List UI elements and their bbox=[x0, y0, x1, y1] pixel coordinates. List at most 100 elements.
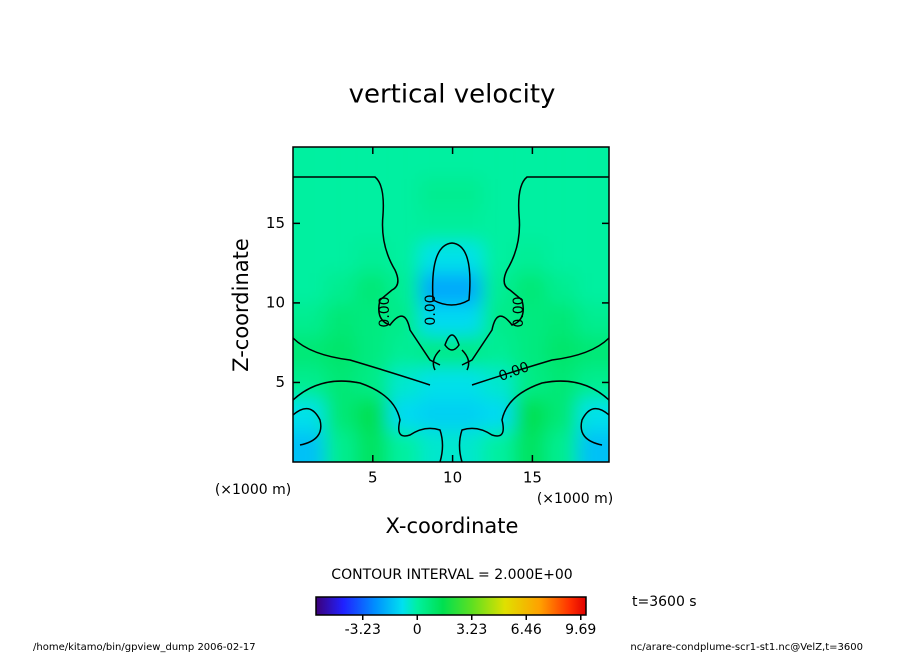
heatmap-cell bbox=[293, 367, 325, 399]
heatmap-cell bbox=[482, 304, 515, 336]
colorbar-tick-label: 6.46 bbox=[511, 622, 542, 638]
plot-frame bbox=[292, 146, 610, 463]
heatmap-cell bbox=[387, 241, 420, 273]
heatmap-cell bbox=[482, 430, 515, 462]
heatmap-cell bbox=[387, 430, 420, 462]
contour-interval: CONTOUR INTERVAL = 2.000E+00 bbox=[331, 567, 572, 583]
heatmap-cell bbox=[419, 241, 451, 273]
colorbar-tick-label: 9.69 bbox=[565, 622, 596, 638]
x-tick-label: 15 bbox=[523, 469, 542, 487]
heatmap-cell bbox=[419, 147, 451, 179]
heatmap-cell bbox=[324, 178, 357, 210]
heatmap-cell bbox=[324, 210, 357, 242]
heatmap-cell bbox=[545, 367, 578, 399]
heatmap-cell bbox=[514, 336, 546, 368]
heatmap-cell bbox=[545, 147, 578, 179]
heatmap bbox=[293, 147, 609, 462]
heatmap-cell bbox=[387, 178, 420, 210]
heatmap-cell bbox=[419, 399, 451, 431]
heatmap-cell bbox=[577, 210, 609, 242]
contour-line bbox=[293, 176, 441, 366]
heatmap-cell bbox=[324, 241, 357, 273]
x-tick-label: 10 bbox=[443, 469, 462, 487]
contour-line bbox=[293, 337, 609, 386]
heatmap-cell bbox=[419, 178, 451, 210]
heatmap-cell bbox=[545, 273, 578, 305]
heatmap-cell bbox=[482, 336, 515, 368]
heatmap-cell bbox=[514, 273, 546, 305]
x-unit: (×1000 m) bbox=[537, 491, 613, 507]
contour-line bbox=[431, 242, 471, 306]
x-axis-label: X-coordinate bbox=[386, 514, 519, 538]
heatmap-cell bbox=[324, 304, 357, 336]
colorbar-tick-label: 3.23 bbox=[456, 622, 487, 638]
footer-right: nc/arare-condplume-scr1-st1.nc@VelZ,t=36… bbox=[630, 642, 863, 653]
contours bbox=[293, 176, 609, 462]
heatmap-cell bbox=[419, 304, 451, 336]
heatmap-cell bbox=[324, 336, 357, 368]
heatmap-cell bbox=[387, 147, 420, 179]
heatmap-cell bbox=[451, 147, 483, 179]
heatmap-cell bbox=[419, 430, 451, 462]
heatmap-cell bbox=[545, 336, 578, 368]
x-tick-label: 5 bbox=[368, 469, 378, 487]
heatmap-cell bbox=[451, 178, 483, 210]
heatmap-cell bbox=[482, 210, 515, 242]
colorbar-tick-label: 0 bbox=[413, 622, 422, 638]
y-tick-label: 5 bbox=[275, 373, 285, 391]
contour-line bbox=[432, 334, 470, 371]
heatmap-cell bbox=[482, 178, 515, 210]
heatmap-cell bbox=[356, 241, 388, 273]
heatmap-cell bbox=[324, 273, 357, 305]
heatmap-cell bbox=[545, 399, 578, 431]
heatmap-cell bbox=[293, 430, 325, 462]
contour-line bbox=[461, 176, 609, 366]
heatmap-cell bbox=[324, 147, 357, 179]
heatmap-cell bbox=[577, 147, 609, 179]
heatmap-cell bbox=[482, 147, 515, 179]
y-tick-label: 10 bbox=[266, 293, 285, 311]
y-axis-label: Z-coordinate bbox=[229, 238, 253, 372]
footer-left: /home/kitamo/bin/gpview_dump 2006-02-17 bbox=[33, 642, 256, 653]
heatmap-cell bbox=[451, 273, 483, 305]
colorbar bbox=[315, 596, 587, 616]
heatmap-cell bbox=[324, 367, 357, 399]
y-unit: (×1000 m) bbox=[215, 482, 291, 498]
heatmap-cell bbox=[514, 241, 546, 273]
heatmap-cell bbox=[293, 399, 325, 431]
heatmap-cell bbox=[356, 147, 388, 179]
heatmap-cell bbox=[451, 304, 483, 336]
heatmap-cell bbox=[545, 304, 578, 336]
heatmap-cell bbox=[577, 399, 609, 431]
heatmap-cell bbox=[293, 210, 325, 242]
colorbar-tick-label: -3.23 bbox=[345, 622, 381, 638]
heatmap-cell bbox=[514, 430, 546, 462]
heatmap-cell bbox=[419, 273, 451, 305]
heatmap-cell bbox=[545, 430, 578, 462]
heatmap-cell bbox=[293, 241, 325, 273]
heatmap-cell bbox=[293, 336, 325, 368]
heatmap-cell bbox=[577, 241, 609, 273]
time-label: t=3600 s bbox=[632, 594, 697, 610]
heatmap-cell bbox=[293, 178, 325, 210]
heatmap-cell bbox=[356, 336, 388, 368]
heatmap-cell bbox=[293, 147, 325, 179]
heatmap-cell bbox=[451, 210, 483, 242]
heatmap-cell bbox=[451, 399, 483, 431]
heatmap-cell bbox=[545, 210, 578, 242]
heatmap-cell bbox=[419, 210, 451, 242]
heatmap-cell bbox=[545, 178, 578, 210]
heatmap-cell bbox=[577, 430, 609, 462]
heatmap-cell bbox=[293, 304, 325, 336]
heatmap-cell bbox=[387, 336, 420, 368]
contour-label: 0.00 bbox=[377, 296, 393, 327]
heatmap-cell bbox=[482, 273, 515, 305]
y-tick-label: 15 bbox=[266, 214, 285, 232]
contour-label: 0.00 bbox=[511, 296, 527, 327]
heatmap-cell bbox=[577, 304, 609, 336]
heatmap-cell bbox=[577, 178, 609, 210]
heatmap-cell bbox=[514, 399, 546, 431]
heatmap-cell bbox=[324, 399, 357, 431]
heatmap-cell bbox=[356, 399, 388, 431]
